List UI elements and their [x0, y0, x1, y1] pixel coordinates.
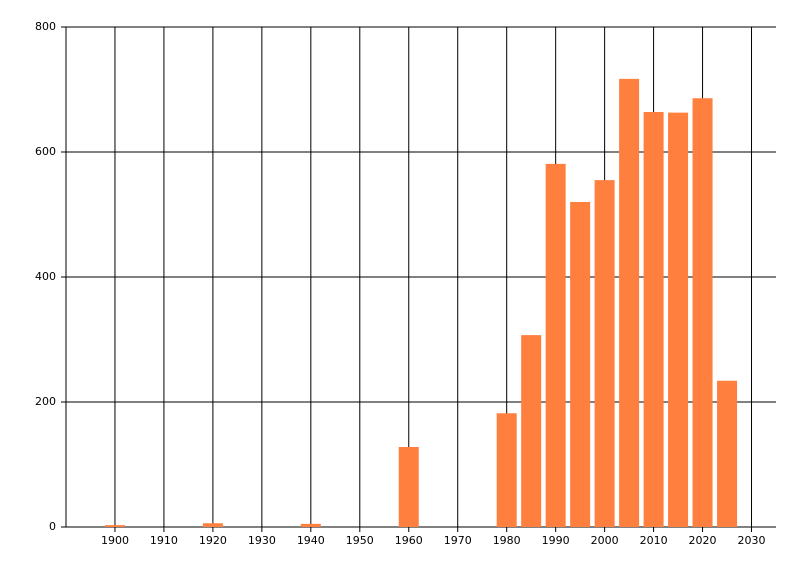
x-tick-label: 1960: [395, 534, 423, 547]
bar: [668, 112, 689, 527]
y-tick-label: 200: [35, 395, 56, 408]
bar: [594, 180, 615, 527]
x-tick-label: 1950: [346, 534, 374, 547]
x-tick-label: 1940: [297, 534, 325, 547]
bar: [692, 98, 713, 527]
bar: [545, 163, 566, 527]
x-tick-label: 2020: [689, 534, 717, 547]
x-tick-label: 2030: [738, 534, 766, 547]
bar: [398, 447, 419, 527]
x-tick-label: 1980: [493, 534, 521, 547]
bar: [202, 523, 223, 527]
bar: [521, 335, 542, 527]
bar: [570, 202, 591, 527]
bar: [496, 413, 517, 527]
x-tick-label: 1970: [444, 534, 472, 547]
x-tick-label: 1920: [199, 534, 227, 547]
y-tick-label: 800: [35, 20, 56, 33]
x-tick-label: 1910: [150, 534, 178, 547]
y-tick-label: 400: [35, 270, 56, 283]
bar: [643, 112, 664, 527]
x-tick-label: 2010: [640, 534, 668, 547]
y-tick-label: 600: [35, 145, 56, 158]
bar: [300, 523, 321, 527]
bar: [104, 525, 125, 527]
x-tick-label: 1900: [101, 534, 129, 547]
bar: [619, 78, 640, 527]
x-tick-label: 1990: [542, 534, 570, 547]
bar: [717, 380, 738, 527]
y-tick-label: 0: [49, 520, 56, 533]
x-tick-label: 1930: [248, 534, 276, 547]
x-tick-label: 2000: [591, 534, 619, 547]
